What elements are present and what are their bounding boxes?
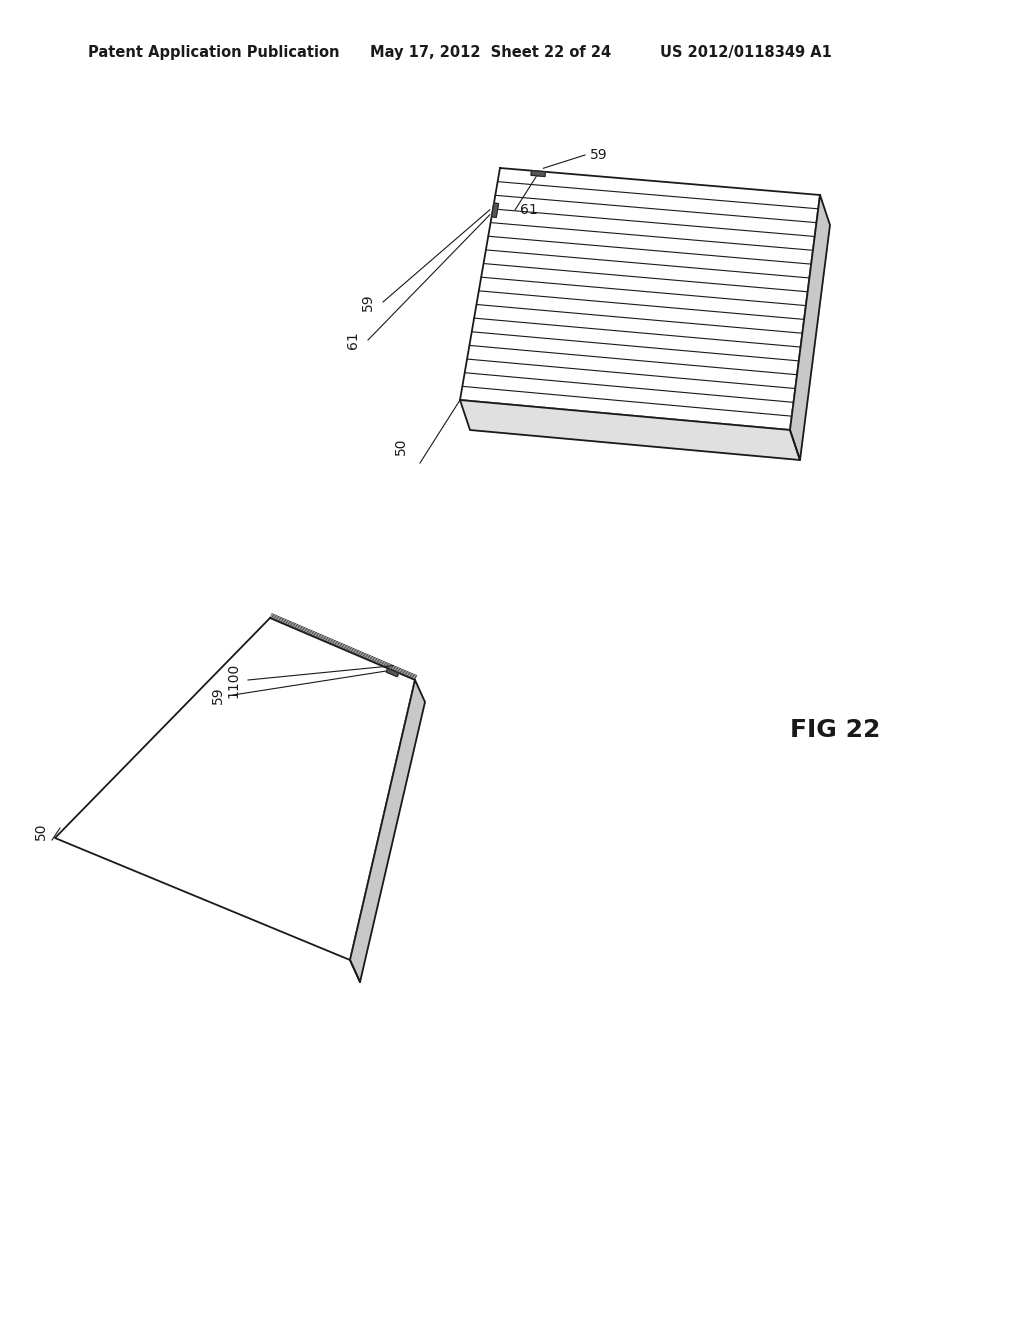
Text: 59: 59 (211, 686, 225, 704)
Polygon shape (460, 400, 800, 459)
Text: 1100: 1100 (226, 663, 240, 698)
Text: Patent Application Publication: Patent Application Publication (88, 45, 340, 59)
Polygon shape (460, 168, 820, 430)
Text: US 2012/0118349 A1: US 2012/0118349 A1 (660, 45, 831, 59)
Text: 61: 61 (520, 203, 538, 216)
Text: 59: 59 (590, 148, 607, 162)
Text: 50: 50 (34, 822, 48, 840)
Text: 59: 59 (361, 293, 375, 310)
Text: 61: 61 (346, 331, 360, 348)
Polygon shape (55, 618, 415, 960)
Text: FIG 22: FIG 22 (790, 718, 881, 742)
Text: May 17, 2012  Sheet 22 of 24: May 17, 2012 Sheet 22 of 24 (370, 45, 611, 59)
Polygon shape (492, 203, 499, 218)
Polygon shape (386, 668, 398, 677)
Polygon shape (350, 680, 425, 982)
Polygon shape (790, 195, 830, 459)
Text: 50: 50 (394, 437, 408, 455)
Polygon shape (531, 170, 546, 177)
